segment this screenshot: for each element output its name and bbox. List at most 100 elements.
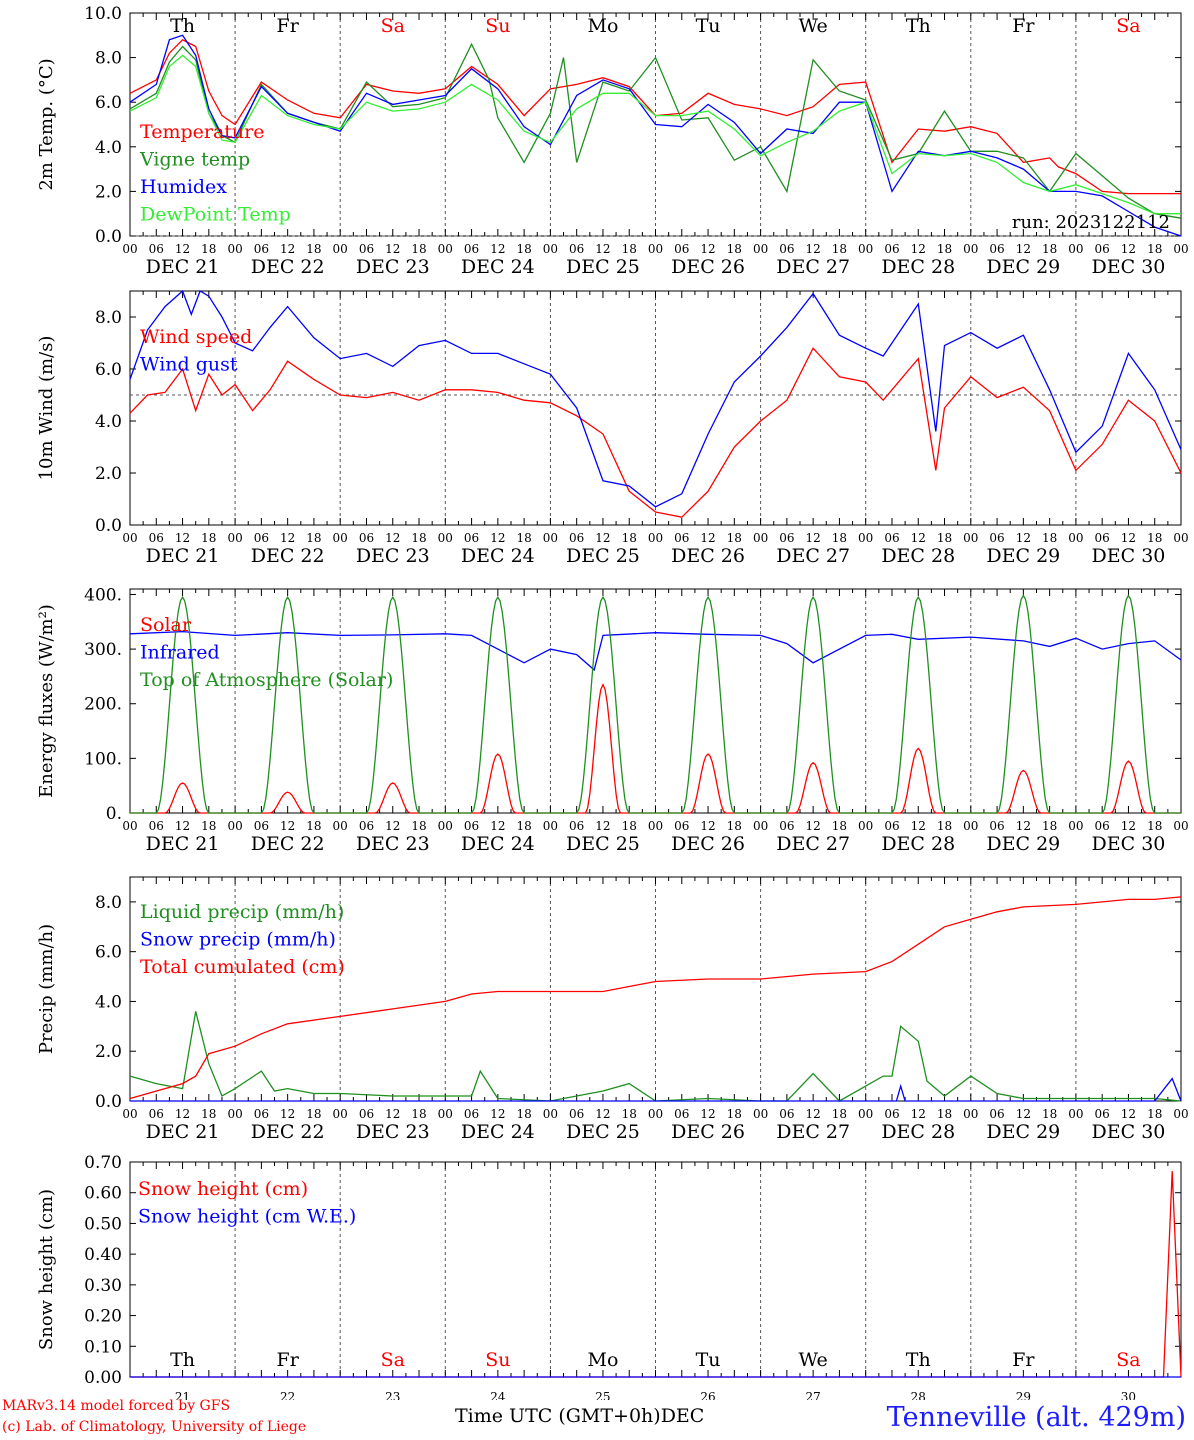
day-label: DEC 25 (566, 256, 640, 278)
hour-tick-label: 00 (227, 242, 242, 256)
y-tick-label: 8.0 (95, 49, 122, 69)
weekday-label: Tu (696, 1349, 721, 1371)
weekday-label: Th (170, 1349, 195, 1371)
hour-tick-label: 18 (937, 531, 952, 545)
series-line-dewpoint-temp (129, 54, 1181, 215)
y-tick-label: 8.0 (95, 308, 122, 328)
hour-tick-label: 00 (227, 531, 242, 545)
day-number-label: 25 (595, 1390, 610, 1400)
hour-tick-label: 12 (1016, 531, 1031, 545)
hour-tick-label: 18 (832, 1107, 847, 1121)
legend-entry: Solar (140, 614, 192, 636)
hour-tick-label: 18 (832, 531, 847, 545)
hour-tick-label: 18 (622, 1107, 637, 1121)
hour-tick-label: 12 (1121, 242, 1136, 256)
hour-tick-label: 12 (1121, 1107, 1136, 1121)
hour-tick-label: 00 (1068, 819, 1083, 833)
legend-entry: Snow height (cm) (138, 1178, 308, 1200)
hour-tick-label: 00 (227, 1107, 242, 1121)
x-axis-title: Time UTC (GMT+0h)DEC (455, 1405, 704, 1427)
hour-tick-label: 00 (438, 819, 453, 833)
hour-tick-label: 06 (1095, 531, 1110, 545)
y-tick-label: 300. (84, 640, 122, 660)
hour-tick-label: 06 (254, 531, 269, 545)
hour-tick-label: 12 (385, 819, 400, 833)
legend-entry: Temperature (140, 121, 264, 143)
hour-tick-label: 00 (963, 531, 978, 545)
hour-tick-label: 18 (622, 819, 637, 833)
day-label: DEC 23 (356, 545, 430, 567)
hour-tick-label: 12 (385, 1107, 400, 1121)
hour-tick-label: 18 (937, 819, 952, 833)
hour-tick-label: 12 (490, 1107, 505, 1121)
hour-tick-label: 06 (254, 242, 269, 256)
y-tick-label: 2.0 (95, 1042, 122, 1062)
weekday-label: Su (485, 15, 510, 37)
day-label: DEC 27 (776, 545, 850, 567)
hour-tick-label: 18 (201, 242, 216, 256)
hour-tick-label: 00 (648, 531, 663, 545)
hour-tick-label: 18 (306, 531, 321, 545)
hour-tick-label: 12 (595, 819, 610, 833)
y-axis-title: Energy fluxes (W/m²) (36, 604, 57, 798)
y-tick-label: 0.70 (84, 1153, 122, 1173)
hour-tick-label: 06 (464, 819, 479, 833)
hour-tick-label: 12 (806, 819, 821, 833)
weekday-label: Fr (277, 15, 300, 37)
hour-tick-label: 12 (490, 531, 505, 545)
hour-tick-label: 06 (359, 1107, 374, 1121)
y-tick-label: 0.10 (84, 1337, 122, 1357)
legend-entry: Wind gust (140, 354, 238, 376)
y-tick-label: 2.0 (95, 182, 122, 202)
day-label: DEC 29 (986, 256, 1060, 278)
hour-tick-label: 12 (595, 531, 610, 545)
day-label: DEC 29 (986, 1121, 1060, 1143)
hour-tick-label: 00 (648, 242, 663, 256)
hour-tick-label: 06 (989, 1107, 1004, 1121)
day-label: DEC 30 (1092, 545, 1166, 567)
hour-tick-label: 18 (727, 1107, 742, 1121)
weekday-label: Th (906, 15, 931, 37)
day-label: DEC 30 (1092, 256, 1166, 278)
day-label: DEC 24 (461, 545, 535, 567)
hour-tick-label: 06 (779, 1107, 794, 1121)
y-tick-label: 0.50 (84, 1214, 122, 1234)
weekday-label: We (799, 15, 828, 37)
hour-tick-label: 00 (1173, 242, 1188, 256)
hour-tick-label: 18 (1147, 242, 1162, 256)
hour-tick-label: 06 (1095, 819, 1110, 833)
legend-entry: Humidex (140, 176, 227, 198)
hour-tick-label: 00 (1173, 531, 1188, 545)
x-axis-label: Time UTC (GMT+0h) (455, 1405, 661, 1427)
hour-tick-label: 06 (674, 819, 689, 833)
hour-tick-label: 00 (753, 1107, 768, 1121)
hour-tick-label: 06 (359, 531, 374, 545)
y-tick-label: 0.20 (84, 1307, 122, 1327)
hour-tick-label: 18 (622, 531, 637, 545)
hour-tick-label: 18 (201, 1107, 216, 1121)
weekday-label: Sa (1116, 15, 1140, 37)
hour-tick-label: 18 (306, 242, 321, 256)
hour-tick-label: 06 (149, 242, 164, 256)
hour-tick-label: 06 (884, 242, 899, 256)
legend-entry: Snow precip (mm/h) (140, 929, 336, 951)
y-tick-label: 0.0 (95, 1092, 122, 1112)
hour-tick-label: 18 (516, 1107, 531, 1121)
hour-tick-label: 18 (1147, 819, 1162, 833)
hour-tick-label: 12 (911, 819, 926, 833)
legend-entry: Wind speed (140, 326, 252, 348)
hour-tick-label: 12 (175, 819, 190, 833)
series-line-liquid-precip-mm-h (129, 1011, 1182, 1102)
hour-tick-label: 00 (753, 819, 768, 833)
day-number-label: 23 (385, 1390, 400, 1400)
weekday-label: Fr (1012, 1349, 1035, 1371)
hour-tick-label: 00 (858, 819, 873, 833)
hour-tick-label: 12 (1016, 819, 1031, 833)
hour-tick-label: 12 (700, 531, 715, 545)
day-label: DEC 27 (776, 256, 850, 278)
hour-tick-label: 06 (254, 1107, 269, 1121)
y-axis-title: 10m Wind (m/s) (36, 336, 57, 481)
